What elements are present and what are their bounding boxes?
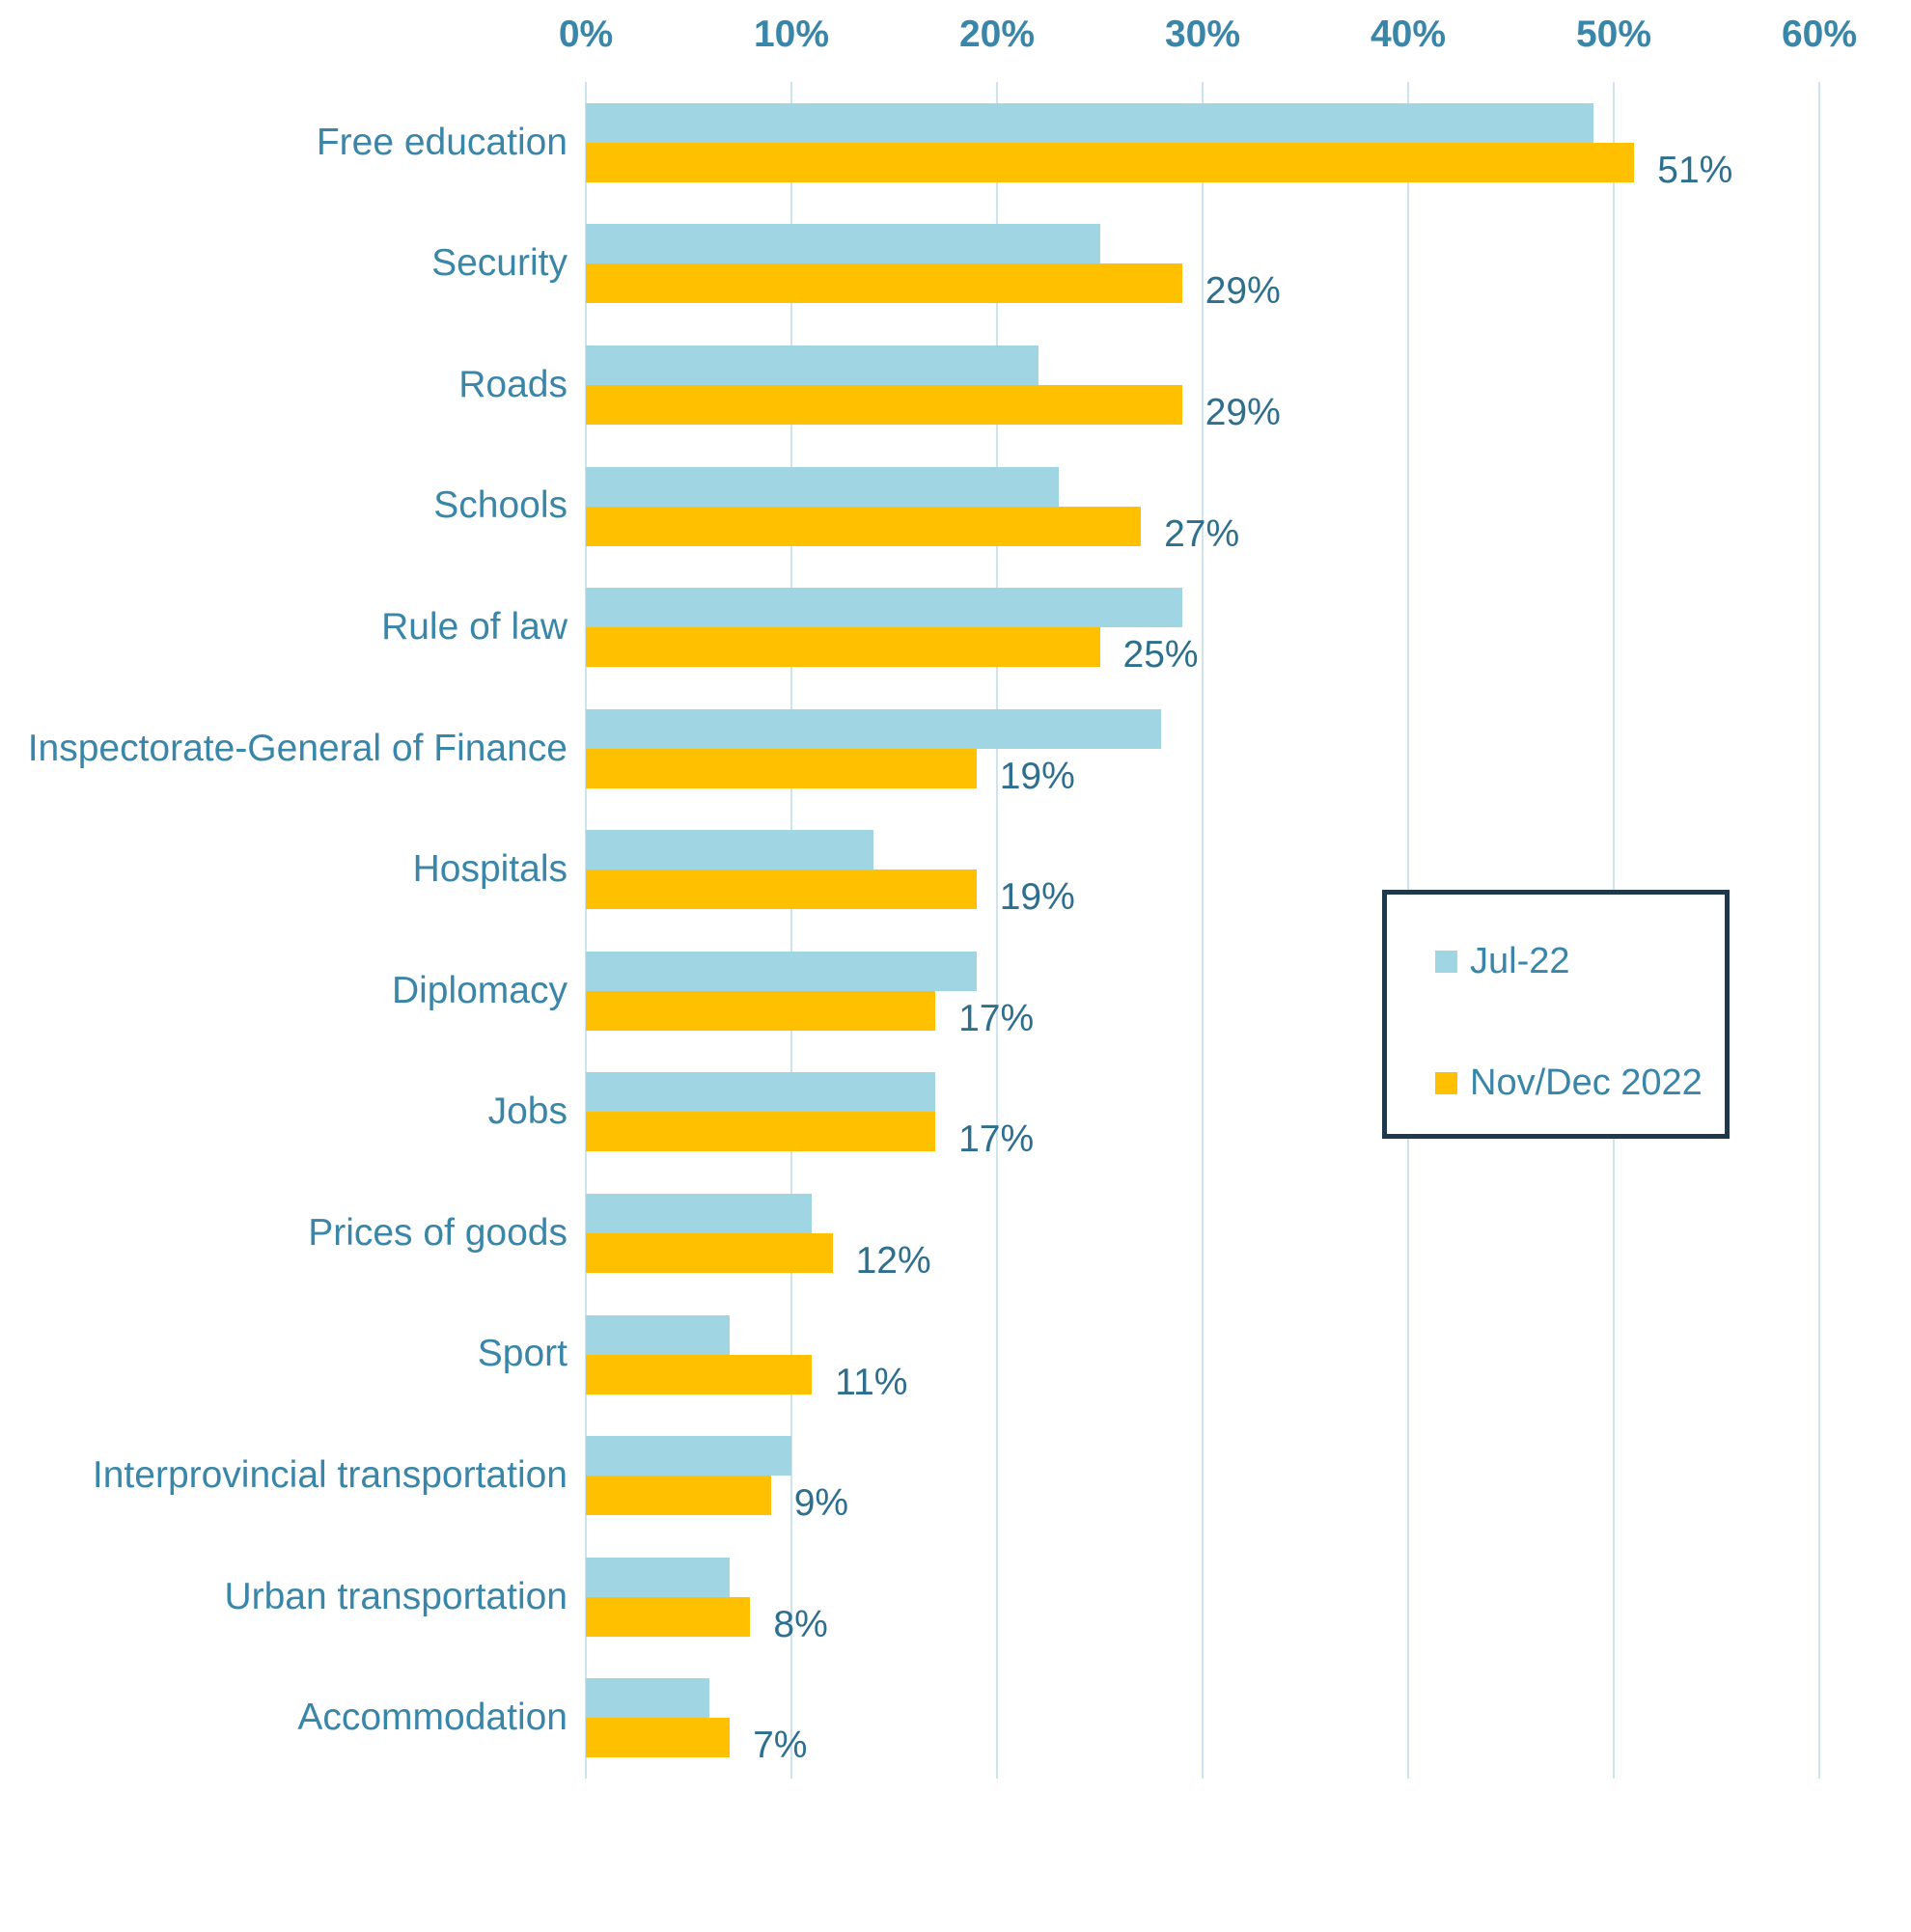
bar-novdec	[586, 1596, 751, 1637]
data-label: 29%	[1205, 270, 1281, 313]
gridline-10	[790, 82, 792, 1779]
bar-jul22	[586, 1557, 731, 1597]
legend-item-jul22: Jul-22	[1435, 941, 1570, 981]
gridline-0	[585, 82, 587, 1779]
bar-jul22	[586, 1436, 791, 1477]
legend-label-jul22: Jul-22	[1470, 940, 1570, 981]
x-axis-tick-40: 40%	[1370, 14, 1447, 55]
bar-novdec	[586, 1112, 936, 1152]
x-axis-tick-50: 50%	[1575, 14, 1652, 55]
category-label: Jobs	[487, 1090, 568, 1133]
bar-jul22	[586, 224, 1100, 264]
category-label: Sport	[477, 1333, 568, 1375]
bar-jul22	[586, 102, 1593, 143]
category-label: Prices of goods	[308, 1211, 568, 1254]
legend-label-novdec: Nov/Dec 2022	[1470, 1062, 1703, 1103]
bar-novdec	[586, 990, 936, 1031]
data-label: 17%	[958, 1118, 1035, 1161]
data-label: 9%	[793, 1482, 849, 1525]
bar-jul22	[586, 1314, 731, 1355]
bar-novdec	[586, 263, 1182, 304]
bar-jul22	[586, 1193, 813, 1233]
data-label: 29%	[1205, 391, 1281, 433]
bar-novdec	[586, 1232, 833, 1273]
bar-jul22	[586, 830, 874, 870]
data-label: 8%	[773, 1603, 828, 1645]
category-label: Rule of law	[381, 606, 568, 649]
category-label: Interprovincial transportation	[92, 1454, 568, 1497]
category-label: Hospitals	[412, 848, 568, 891]
bar-novdec	[586, 1718, 731, 1758]
category-label: Inspectorate-General of Finance	[27, 727, 568, 769]
x-axis-tick-60: 60%	[1781, 14, 1858, 55]
category-label: Schools	[433, 484, 568, 527]
legend-swatch-jul22	[1435, 950, 1457, 973]
legend-swatch-novdec	[1435, 1071, 1457, 1094]
data-label: 12%	[855, 1239, 931, 1282]
data-label: 11%	[835, 1361, 908, 1403]
bar-jul22	[586, 345, 1039, 385]
data-label: 27%	[1164, 512, 1240, 555]
category-label: Free education	[316, 121, 568, 163]
bar-novdec	[586, 142, 1635, 182]
gridline-30	[1202, 82, 1204, 1779]
legend: Jul-22 Nov/Dec 2022	[1382, 890, 1730, 1139]
category-label: Accommodation	[297, 1697, 568, 1739]
bar-jul22	[586, 466, 1059, 507]
bar-novdec	[586, 627, 1100, 668]
bar-jul22	[586, 1072, 936, 1113]
data-label: 19%	[999, 755, 1075, 797]
bar-novdec	[586, 384, 1182, 425]
bar-jul22	[586, 1678, 709, 1719]
bar-novdec	[586, 1476, 771, 1516]
x-axis-tick-0: 0%	[558, 14, 614, 55]
gridline-20	[996, 82, 998, 1779]
data-label: 25%	[1122, 634, 1199, 676]
bar-novdec	[586, 1354, 813, 1394]
gridline-60	[1818, 82, 1820, 1779]
x-axis-tick-20: 20%	[958, 14, 1036, 55]
data-label: 51%	[1657, 149, 1733, 191]
category-label: Urban transportation	[224, 1575, 568, 1617]
bar-novdec	[586, 748, 977, 788]
data-label: 7%	[753, 1725, 808, 1767]
category-label: Roads	[458, 363, 568, 405]
bar-novdec	[586, 506, 1142, 546]
legend-item-novdec: Nov/Dec 2022	[1435, 1063, 1703, 1103]
data-label: 17%	[958, 997, 1035, 1039]
data-label: 19%	[999, 876, 1075, 919]
bar-jul22	[586, 708, 1162, 749]
x-axis-tick-30: 30%	[1164, 14, 1241, 55]
bar-jul22	[586, 951, 977, 991]
bar-novdec	[586, 869, 977, 910]
category-label: Diplomacy	[391, 969, 568, 1011]
bar-jul22	[586, 588, 1182, 628]
x-axis-tick-10: 10%	[753, 14, 830, 55]
category-label: Security	[431, 242, 568, 285]
